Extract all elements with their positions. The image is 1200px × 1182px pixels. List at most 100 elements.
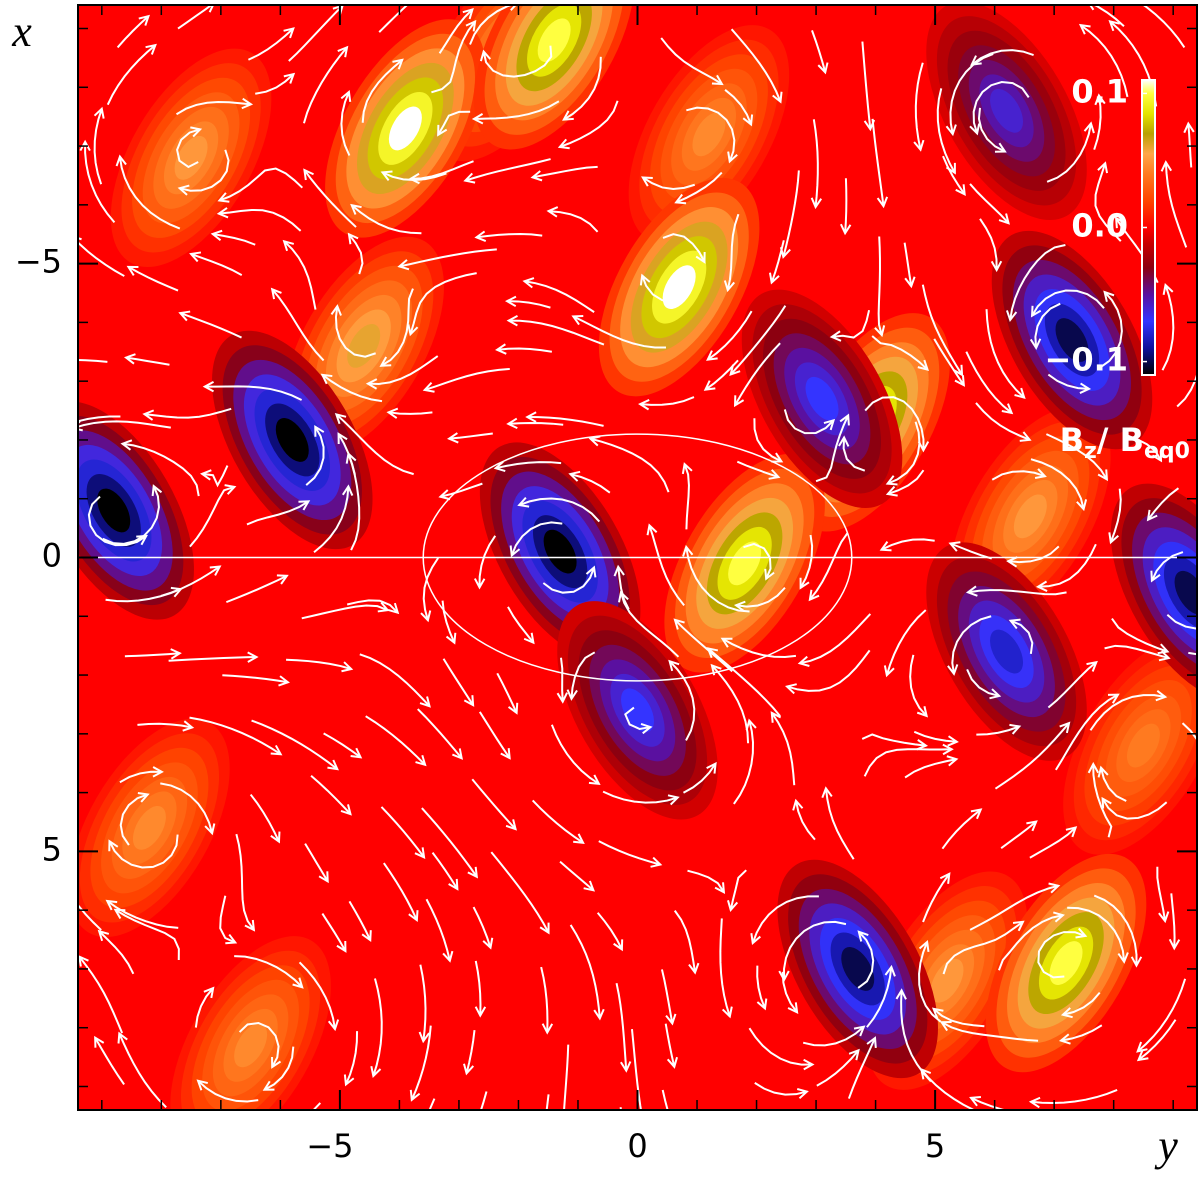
arrow-head [290,1152,300,1161]
arrow-head [917,359,930,371]
contour-feature [664,454,825,673]
streamline [914,62,924,150]
streamline [471,778,517,830]
streamline [994,722,1070,790]
arrow-head [585,565,597,578]
arrow-head [1136,1041,1148,1053]
arrow-head [126,265,139,276]
streamline [641,275,689,303]
arrow-head [839,413,850,426]
streamline [334,306,376,358]
arrow-head [994,142,1007,153]
arrow-head [448,878,459,891]
arrow-head [438,489,451,501]
arrow-head [1019,431,1032,442]
streamline [782,170,800,258]
arrow-head [320,373,333,385]
contour-feature [557,601,718,820]
streamline [303,169,357,228]
streamline [1030,458,1085,510]
arrow-head [1155,690,1168,702]
streamline [380,806,425,858]
streamline [786,649,871,692]
streamline [1029,826,1077,859]
streamline [441,600,456,644]
arrow-head [500,748,511,760]
streamline [794,800,816,841]
contour-level [132,805,166,850]
arrow-head [1160,160,1173,172]
arrow-head [505,819,517,831]
streamline [648,525,685,606]
streamline [1126,434,1162,462]
arrow-head [536,1173,546,1182]
arrow-head [123,353,136,365]
arrow-head [857,930,869,942]
arrow-head [473,578,486,590]
arrow-head [1151,450,1163,463]
arrow-head [336,941,347,953]
arrow-head [178,310,191,322]
streamline [936,88,956,174]
streamline [932,1008,985,1028]
streamline [201,465,229,488]
streamline [1176,371,1197,408]
arrow-head [327,1019,340,1032]
streamline [340,91,351,156]
streamline [127,266,179,292]
streamline [847,1037,876,1099]
arrow-head [365,378,378,390]
arrow-head [199,469,212,481]
streamline [542,567,595,594]
streamline [1055,693,1119,771]
arrow-head [1162,282,1174,295]
streamline [965,351,1013,414]
arrow-head [283,27,295,39]
streamline [545,1094,550,1110]
arrow-head [482,937,494,950]
arrow-head [278,675,290,687]
streamline [1045,433,1108,480]
arrow-head [1006,556,1018,568]
streamline [861,41,872,130]
arrow-head [817,62,829,75]
arrow-head [177,184,190,196]
streamline [550,724,600,785]
arrow-head [350,203,362,215]
streamline [189,485,235,548]
streamline [94,1037,125,1086]
streamline [1141,5,1186,48]
arrow-head [952,364,964,377]
arrow-head [1029,338,1042,350]
streamline [1047,373,1090,390]
streamline [881,538,935,551]
streamline [998,914,1064,971]
streamline [212,233,256,246]
streamline [118,1033,167,1108]
streamline [569,924,601,1019]
streamline [640,396,695,406]
arrow-head [196,1079,209,1091]
streamline [238,1021,280,1068]
contour-level [1126,723,1160,768]
streamline [378,5,409,33]
streamline [664,1023,676,1068]
streamline [1030,1088,1118,1104]
arrow-head [721,1006,733,1019]
colorbar-tick-label: 0.1 [1071,72,1128,110]
streamline [950,542,993,560]
streamline [84,141,116,224]
streamline [160,782,214,834]
streamline [410,1025,432,1101]
arrow-head [347,232,359,245]
arrow-head [1009,723,1022,735]
arrow-head [1094,93,1106,106]
streamline [707,310,753,361]
colorbar-label: Bz/ Beq0 [1060,421,1190,464]
arrow-head [361,930,372,943]
streamline [508,319,605,346]
streamline [783,920,847,980]
streamline [660,969,674,1024]
arrow-head [337,45,349,58]
arrow-head [1157,643,1170,655]
